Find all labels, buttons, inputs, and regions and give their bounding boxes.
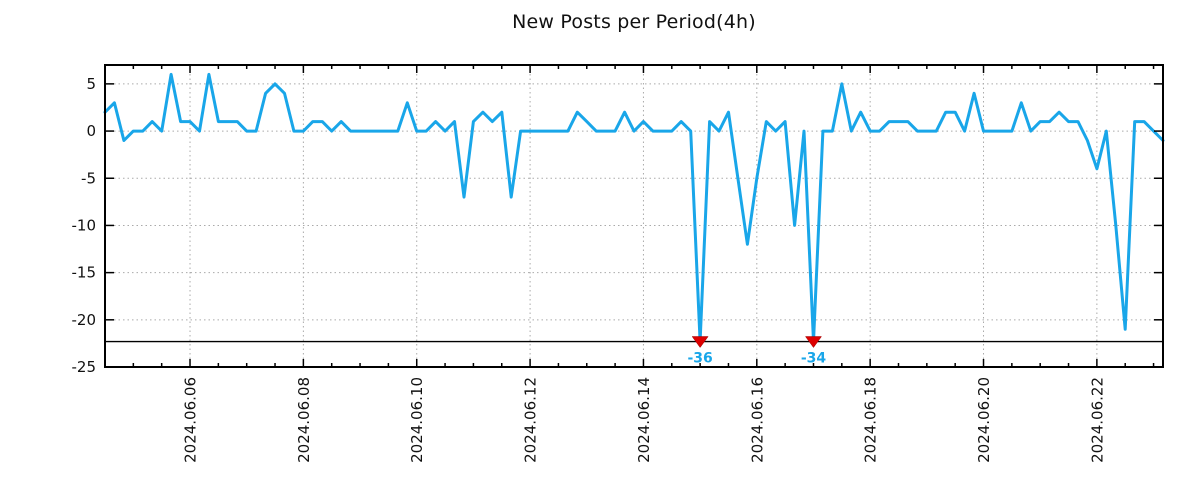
x-axis-tick-label: 2024.06.14 (635, 377, 653, 463)
y-axis-tick-label: -15 (72, 264, 97, 282)
x-axis-tick-label: 2024.06.12 (522, 377, 540, 463)
y-axis-tick-label: -25 (72, 358, 97, 376)
y-axis-tick-label: 5 (86, 75, 96, 93)
y-axis-tick-label: -20 (72, 311, 97, 329)
annotation-label: -36 (687, 351, 712, 367)
x-axis-tick-label: 2024.06.16 (748, 377, 766, 463)
chart-title: New Posts per Period(4h) (512, 11, 756, 33)
y-axis-tick-label: 0 (86, 122, 96, 140)
plot-border (104, 64, 1164, 368)
x-axis-tick-label: 2024.06.10 (408, 377, 426, 463)
data-series-line (103, 72, 1165, 343)
clipped-value-marker-icon (804, 336, 822, 348)
y-axis-tick-label: -5 (81, 169, 96, 187)
clipped-value-marker-icon (691, 336, 709, 348)
x-axis-tick-label: 2024.06.20 (975, 377, 993, 463)
y-axis-tick-label: -10 (72, 216, 97, 234)
x-axis-tick-label: 2024.06.08 (295, 377, 313, 463)
x-axis-tick-label: 2024.06.18 (862, 377, 880, 463)
annotation-label: -34 (801, 351, 827, 367)
x-axis-tick-label: 2024.06.06 (182, 377, 200, 463)
x-axis-tick-label: 2024.06.22 (1088, 377, 1106, 463)
